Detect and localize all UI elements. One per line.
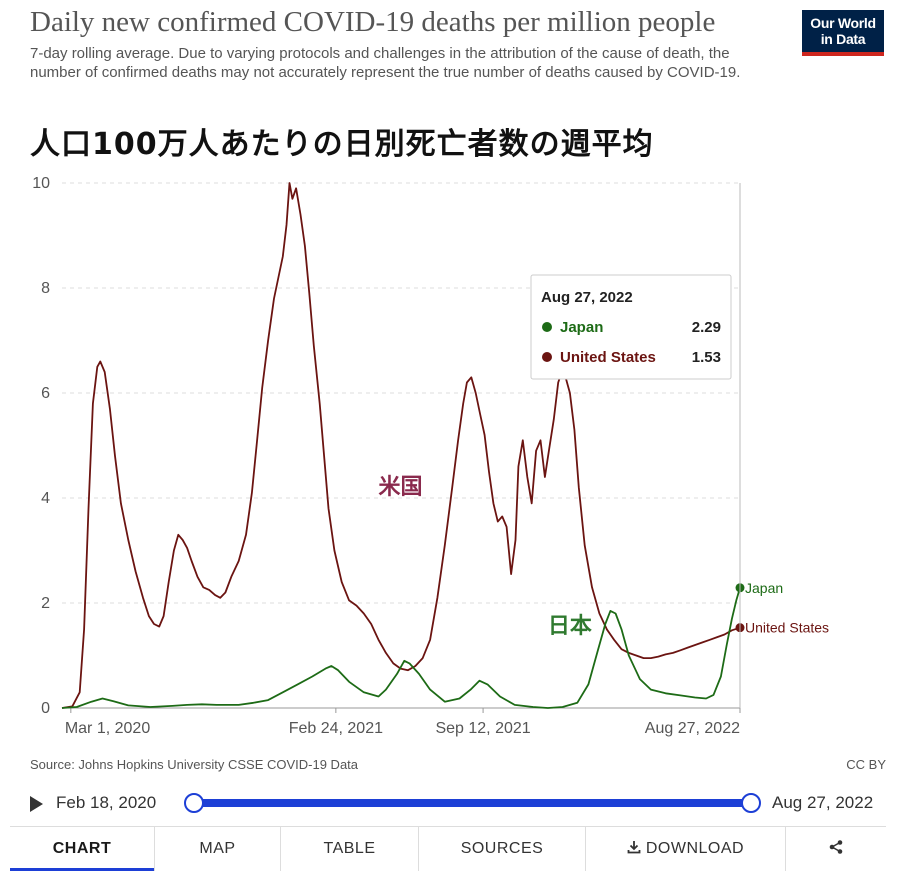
share-icon	[829, 840, 843, 854]
timeline-start-date: Feb 18, 2020	[56, 793, 157, 812]
annotation-label: 米国	[379, 475, 423, 500]
tab-download[interactable]: DOWNLOAD	[586, 827, 786, 871]
timeline-end-date: Aug 27, 2022	[772, 793, 874, 812]
tooltip-series-name: Japan	[560, 319, 603, 336]
tab-bar: CHART MAP TABLE SOURCES DOWNLOAD	[10, 826, 886, 871]
y-tick-label: 8	[41, 280, 50, 297]
tab-chart[interactable]: CHART	[10, 827, 154, 871]
tooltip-date: Aug 27, 2022	[541, 289, 633, 306]
tooltip-series-name: United States	[560, 349, 656, 366]
tooltip-box	[530, 274, 732, 380]
overlay-japanese-title: 人口100万人あたりの日別死亡者数の週平均	[30, 127, 654, 162]
tooltip-value: 2.29	[692, 319, 721, 336]
owid-logo[interactable]: Our World in Data	[802, 10, 884, 56]
series-line-united-states[interactable]	[61, 182, 741, 709]
tooltip-swatch	[542, 322, 552, 332]
timeline-track[interactable]	[193, 799, 750, 807]
tooltip-value: 1.53	[692, 349, 721, 366]
y-tick-label: 6	[41, 385, 50, 402]
x-tick-label: Feb 24, 2021	[289, 720, 383, 737]
source-note[interactable]: Source: Johns Hopkins University CSSE CO…	[30, 757, 359, 772]
tab-share[interactable]	[786, 827, 886, 871]
tab-sources[interactable]: SOURCES	[419, 827, 586, 871]
logo-line2: in Data	[820, 31, 866, 47]
series-end-label: United States	[745, 620, 829, 636]
logo-line1: Our World	[810, 15, 876, 31]
series-end-label: Japan	[745, 580, 783, 596]
tooltip-swatch	[542, 352, 552, 362]
x-tick-label: Sep 12, 2021	[435, 720, 530, 737]
series-line-japan[interactable]	[61, 587, 741, 709]
timeline-slider[interactable]: Feb 18, 2020 Aug 27, 2022	[0, 785, 924, 821]
y-tick-label: 0	[41, 700, 50, 717]
y-tick-label: 10	[32, 175, 50, 192]
download-icon	[627, 841, 641, 854]
annotation-label: 日本	[548, 614, 592, 639]
timeline-start-handle[interactable]	[184, 793, 204, 813]
tab-table[interactable]: TABLE	[281, 827, 419, 871]
license-link[interactable]: CC BY	[846, 757, 886, 772]
y-tick-label: 2	[41, 595, 50, 612]
y-tick-label: 4	[41, 490, 50, 507]
play-icon[interactable]	[30, 796, 43, 812]
download-label: DOWNLOAD	[645, 840, 745, 857]
line-chart[interactable]: 0 2 4 6 8 10 Mar 1, 2020 Feb 24, 2021 Sep 12, 20…	[0, 160, 924, 755]
x-tick-label: Aug 27, 2022	[645, 720, 740, 737]
timeline-end-handle[interactable]	[741, 793, 761, 813]
chart-subtitle: 7-day rolling average. Due to varying pr…	[30, 45, 741, 81]
chart-title: Daily new confirmed COVID-19 deaths per …	[30, 6, 716, 38]
x-tick-label: Mar 1, 2020	[65, 720, 150, 737]
tab-map[interactable]: MAP	[154, 827, 281, 871]
